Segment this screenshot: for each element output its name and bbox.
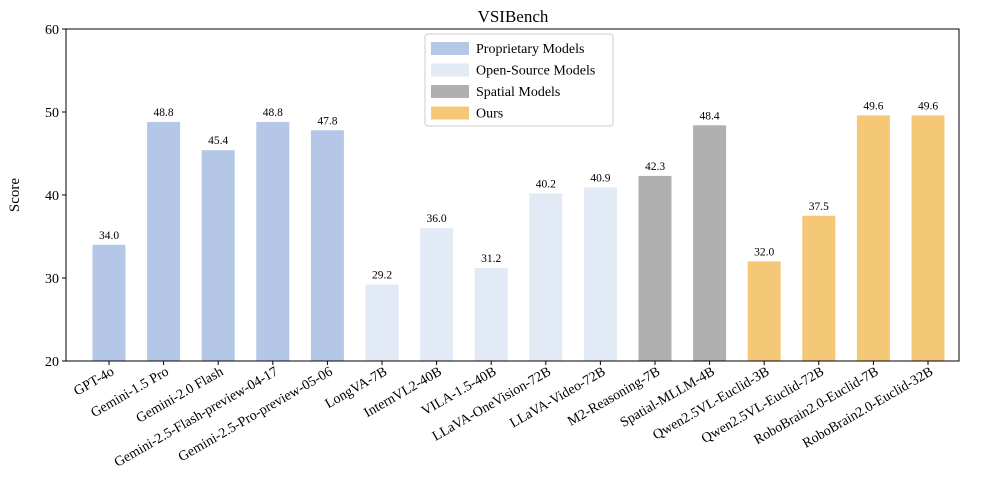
- y-ticks-layer: 20 30 40 50 60: [45, 23, 66, 370]
- bars-layer: [92, 115, 945, 362]
- bar-qwen2-5vl-euclid-3b: [747, 261, 781, 361]
- value-label: 48.4: [700, 110, 720, 122]
- bar-gemini-2-5-flash-preview-04-17: [256, 121, 290, 362]
- bar-llava-onevision-72b: [529, 193, 563, 361]
- x-tick-label: M2-Reasoning-7B: [565, 364, 663, 429]
- value-label: 36.0: [427, 213, 447, 225]
- chart-title: VSIBench: [478, 7, 549, 26]
- value-labels-layer: 34.0 48.8 45.4 48.8 47.8 29.2 36.0 31.2 40.2 40.9…: [99, 100, 938, 281]
- bar-gpt-4o: [92, 244, 126, 361]
- legend-label: Proprietary Models: [476, 42, 584, 57]
- value-label: 31.2: [481, 253, 501, 265]
- bar-longva-7b: [365, 284, 399, 361]
- legend-swatch: [431, 85, 469, 98]
- legend: Proprietary Models Open-Source Models Spat…: [424, 33, 614, 127]
- value-label: 32.0: [754, 246, 774, 258]
- bar-llava-video-72b: [583, 187, 617, 361]
- legend-label: Open-Source Models: [476, 64, 595, 79]
- legend-swatch: [431, 106, 469, 120]
- value-label: 40.9: [590, 173, 610, 185]
- value-label: 49.6: [918, 100, 938, 112]
- bar-gemini-2-5-pro-preview-05-06: [310, 130, 344, 361]
- bar-robobrain2-0-euclid-32b: [911, 115, 945, 361]
- legend-swatch: [431, 63, 469, 77]
- y-axis-label: Score: [7, 178, 23, 212]
- value-label: 49.6: [863, 100, 883, 112]
- value-label: 42.3: [645, 161, 665, 173]
- bar-internvl2-40b: [420, 228, 454, 361]
- legend-box: [424, 33, 614, 127]
- y-tick-label: 30: [45, 272, 59, 287]
- bar-gemini-1-5-pro: [147, 121, 181, 362]
- value-label: 40.2: [536, 178, 556, 190]
- bar-vila-1-5-40b: [474, 268, 508, 361]
- bar-gemini-2-0-flash: [201, 150, 235, 361]
- bar-m2-reasoning-7b: [638, 175, 672, 361]
- legend-label: Ours: [476, 107, 503, 122]
- bar-qwen2-5vl-euclid-72b: [802, 215, 836, 361]
- bar-spatial-mllm-4b: [693, 125, 727, 361]
- value-label: 48.8: [154, 107, 174, 119]
- y-tick-label: 50: [45, 106, 59, 121]
- legend-label: Spatial Models: [476, 85, 560, 100]
- x-tick-label: LLaVA-Video-72B: [508, 364, 609, 431]
- value-label: 29.2: [372, 270, 392, 282]
- y-tick-label: 60: [45, 23, 59, 38]
- value-label: 34.0: [99, 230, 119, 242]
- legend-swatch: [431, 42, 469, 55]
- y-tick-label: 40: [45, 189, 59, 204]
- bar-robobrain2-0-euclid-7b: [856, 115, 890, 361]
- value-label: 48.8: [263, 107, 283, 119]
- x-tick-label: GPT-4o: [72, 364, 117, 399]
- value-label: 37.5: [809, 201, 829, 213]
- value-label: 47.8: [317, 115, 337, 127]
- value-label: 45.4: [208, 135, 228, 147]
- y-tick-label: 20: [45, 355, 59, 370]
